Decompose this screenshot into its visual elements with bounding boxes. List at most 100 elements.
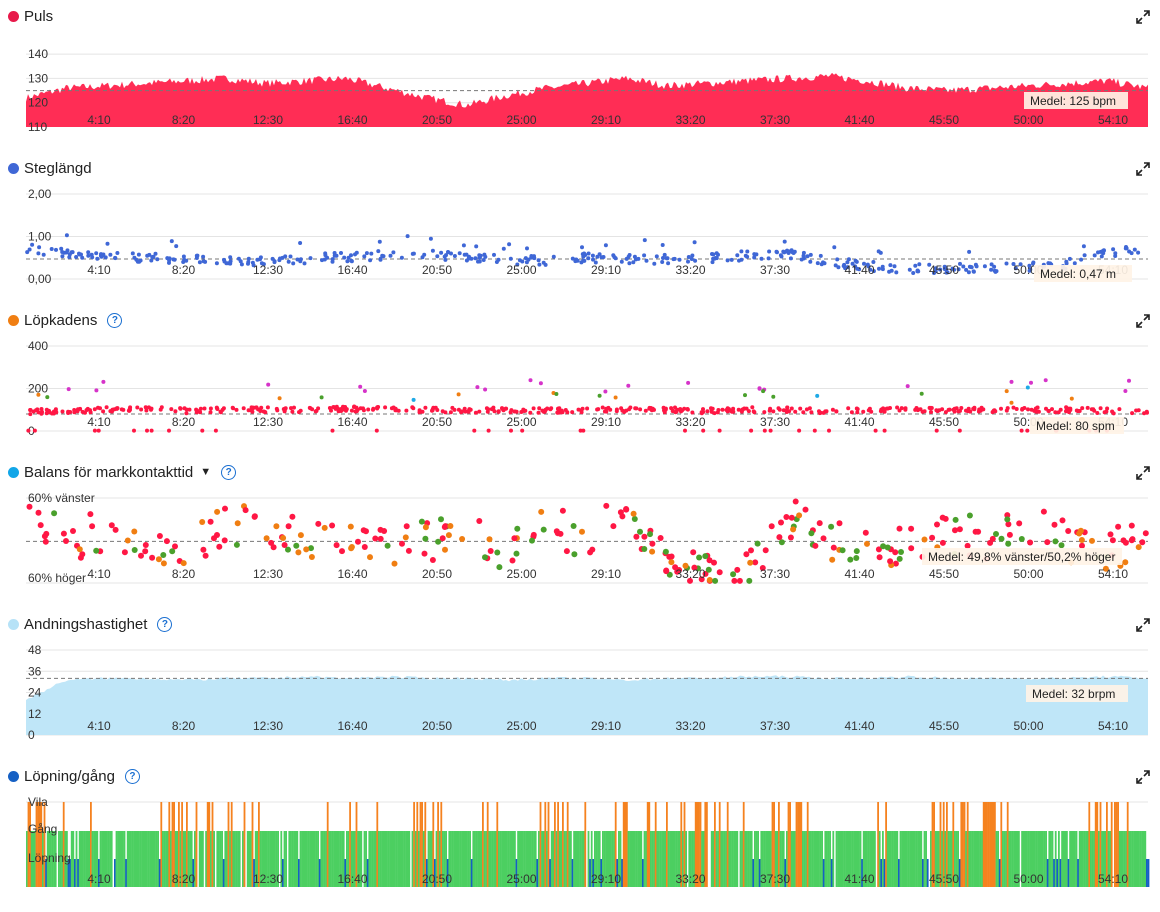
stride-point <box>149 258 154 263</box>
activity-segment <box>640 831 643 887</box>
stride-point <box>473 256 478 261</box>
balance-point <box>1006 531 1013 538</box>
help-icon[interactable]: ? <box>124 768 140 784</box>
stride-point <box>64 233 69 238</box>
activity-segment <box>597 831 599 887</box>
cadence-point <box>358 384 363 389</box>
cadence-point <box>32 428 37 433</box>
activity-segment <box>384 831 387 887</box>
x-tick-label: 37:30 <box>760 567 790 581</box>
stride-point <box>632 254 637 259</box>
balance-point <box>377 526 384 533</box>
activity-segment <box>27 802 30 887</box>
balance-point <box>160 560 167 567</box>
help-icon[interactable]: ? <box>221 464 237 480</box>
balance-point <box>530 531 537 538</box>
cadence-point <box>234 407 239 412</box>
activity-segment <box>109 831 111 887</box>
activity-segment <box>949 831 951 887</box>
stride-point <box>642 238 647 243</box>
balance-point <box>812 542 819 549</box>
balance-point <box>668 559 675 566</box>
activity-segment <box>198 831 201 887</box>
balance-point <box>1016 520 1023 527</box>
average-badge <box>1030 417 1124 434</box>
balans-title[interactable]: Balans för markkontakttid <box>24 463 194 481</box>
activity-segment <box>499 831 502 887</box>
activity-segment <box>869 831 871 887</box>
activity-segment <box>288 831 291 887</box>
expand-icon[interactable] <box>1136 314 1150 328</box>
stride-point <box>399 255 404 260</box>
cadence-point <box>1134 408 1139 413</box>
activity-segment <box>426 859 428 887</box>
cadence-point <box>784 410 789 414</box>
balance-point <box>1102 565 1109 572</box>
activity-segment <box>776 831 779 887</box>
steglangd-chart: 2,001,000,004:10 8:20 12:30 16:40 20:50 25:00… <box>25 187 1148 286</box>
activity-segment <box>886 831 889 887</box>
stride-point <box>1092 253 1097 258</box>
activity-segment <box>74 859 76 887</box>
stride-point <box>854 259 859 264</box>
activity-segment <box>814 831 817 887</box>
activity-segment <box>211 802 214 887</box>
stride-point <box>974 264 979 269</box>
balance-point <box>234 520 241 527</box>
cadence-point <box>410 405 415 410</box>
cadence-point <box>330 428 335 433</box>
activity-segment <box>490 831 492 887</box>
activity-segment <box>611 831 614 887</box>
cadence-point <box>537 406 542 411</box>
activity-segment <box>98 859 100 887</box>
balance-point <box>828 523 835 530</box>
help-icon[interactable]: ? <box>157 616 173 632</box>
cadence-point <box>149 428 154 433</box>
activity-segment <box>1016 831 1019 887</box>
help-icon[interactable]: ? <box>107 312 123 328</box>
x-tick-label: 4:10 <box>87 415 111 429</box>
expand-icon[interactable] <box>1136 162 1150 176</box>
x-tick-label: 20:50 <box>422 872 452 886</box>
activity-segment <box>408 831 411 887</box>
activity-segment <box>658 831 660 887</box>
balance-point <box>687 577 693 584</box>
expand-icon[interactable] <box>1136 466 1150 480</box>
activity-segment <box>1077 859 1079 887</box>
activity-segment <box>125 859 127 887</box>
cadence-point <box>468 407 473 412</box>
activity-segment <box>765 831 767 887</box>
cadence-point <box>686 380 691 385</box>
stride-point <box>989 267 994 272</box>
balance-point <box>222 505 228 512</box>
cadence-point <box>830 407 835 412</box>
chevron-down-icon[interactable]: ▼ <box>200 466 212 478</box>
cadence-point <box>483 387 488 392</box>
expand-icon[interactable] <box>1136 770 1150 784</box>
activity-segment <box>715 831 718 887</box>
activity-segment <box>936 831 939 887</box>
activity-segment <box>1123 831 1126 887</box>
y-tick-label: 120 <box>28 96 48 110</box>
activity-segment <box>798 802 801 887</box>
activity-segment <box>587 831 590 887</box>
expand-icon[interactable] <box>1136 618 1150 632</box>
activity-segment <box>701 831 703 887</box>
activity-segment <box>94 831 97 887</box>
balance-point <box>511 535 518 542</box>
cadence-point <box>143 405 148 410</box>
average-badge <box>1034 265 1132 282</box>
activity-segment <box>835 831 838 887</box>
stride-point <box>989 262 994 267</box>
activity-segment <box>946 802 948 887</box>
expand-icon[interactable] <box>1136 10 1150 24</box>
activity-segment <box>235 831 238 887</box>
balance-point <box>887 558 894 565</box>
balance-point <box>496 564 503 571</box>
activity-segment <box>1078 831 1081 887</box>
activity-segment <box>152 831 155 887</box>
balance-point <box>405 547 412 554</box>
balance-point <box>285 523 292 530</box>
cadence-point <box>92 428 97 433</box>
cadence-point <box>701 407 705 412</box>
